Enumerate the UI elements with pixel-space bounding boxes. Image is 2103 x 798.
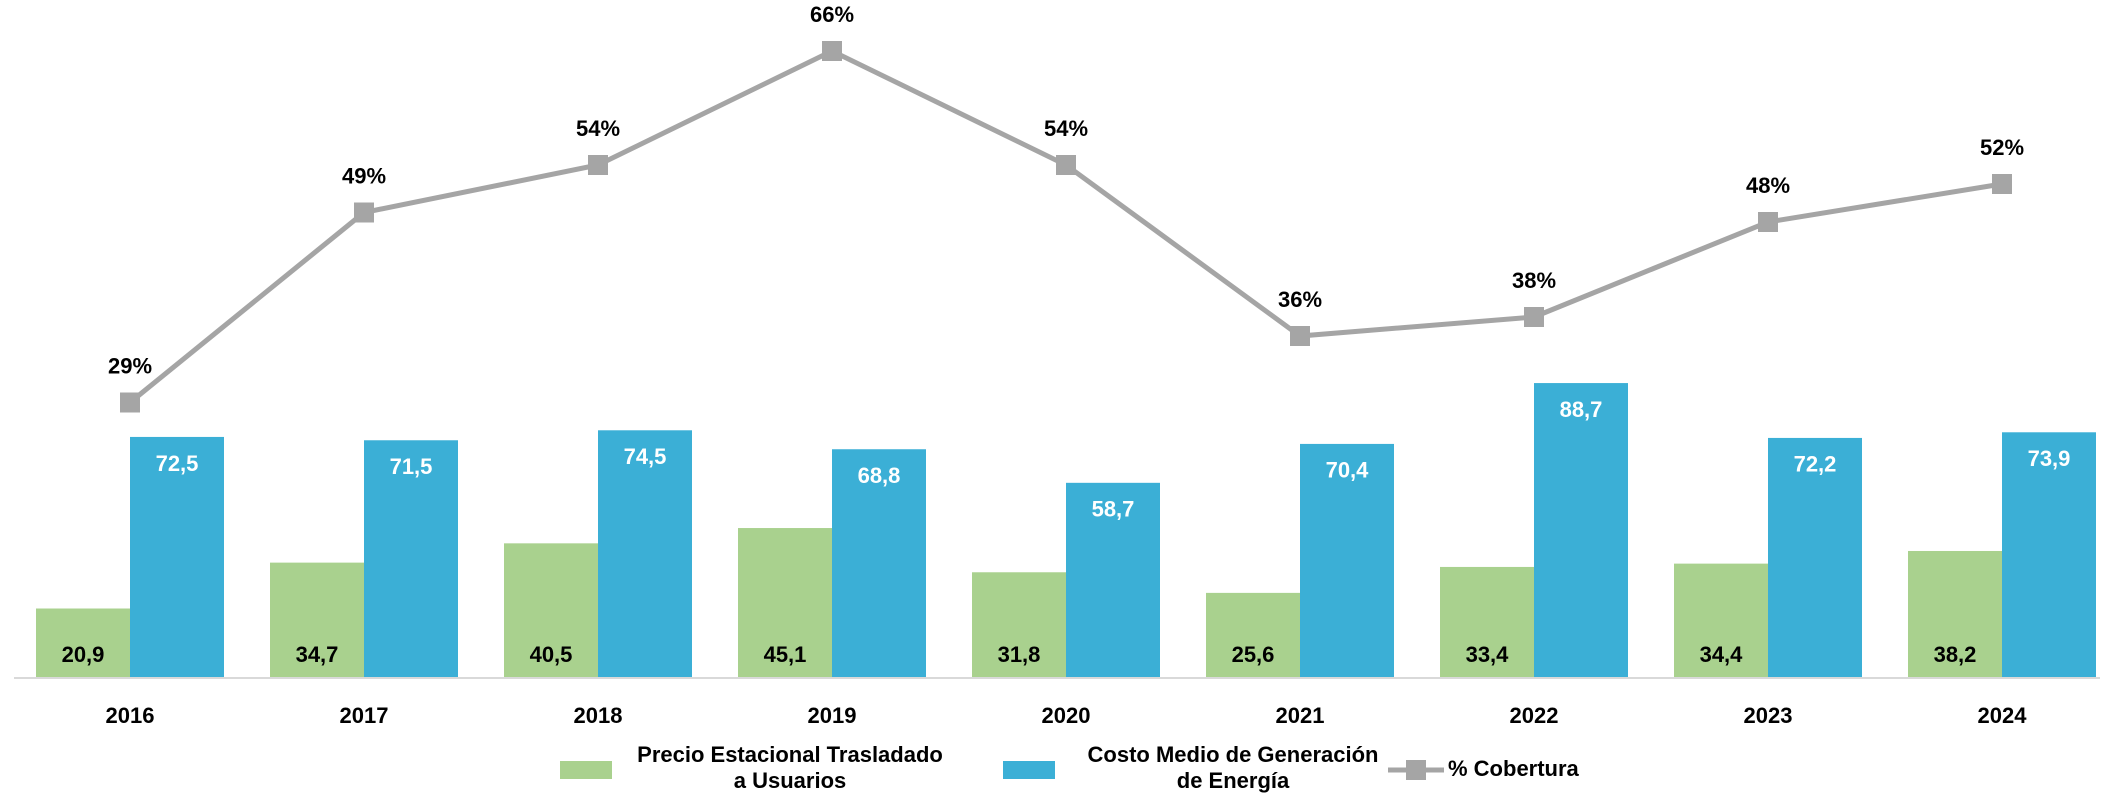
data-label: 52% (1980, 135, 2024, 160)
bar (1534, 383, 1628, 678)
data-label: 58,7 (1092, 497, 1135, 522)
data-label: 45,1 (764, 642, 807, 667)
data-label: 40,5 (530, 642, 573, 667)
data-label: 74,5 (624, 444, 667, 469)
x-tick-label: 2023 (1744, 703, 1793, 728)
marker (1758, 212, 1778, 232)
legend-item: Costo Medio de Generación de Energía (1003, 742, 1378, 793)
x-tick-label: 2019 (808, 703, 857, 728)
bar (1440, 566, 1534, 678)
data-label: 72,5 (156, 451, 199, 476)
data-label: 54% (576, 116, 620, 141)
data-label: 66% (810, 2, 854, 27)
data-label: 25,6 (1232, 642, 1275, 667)
line (128, 48, 2003, 405)
data-label: 31,8 (998, 642, 1041, 667)
bar (504, 543, 598, 678)
marker (1524, 307, 1544, 327)
data-label: 34,4 (1700, 642, 1744, 667)
bar (598, 430, 692, 678)
bar (36, 608, 130, 678)
bar (364, 440, 458, 678)
data-label: 29% (108, 353, 152, 378)
x-tick-label: 2022 (1510, 703, 1559, 728)
data-label: 73,9 (2028, 446, 2071, 471)
x-tick-label: 2020 (1042, 703, 1091, 728)
marker (1056, 155, 1076, 175)
legend-label: Costo Medio de Generación de Energía (1088, 742, 1379, 793)
bar (1066, 482, 1160, 678)
bar (1300, 443, 1394, 678)
marker (588, 155, 608, 175)
bar (270, 562, 364, 678)
bar (1206, 592, 1300, 678)
legend-swatch (1003, 761, 1055, 779)
data-label: 34,7 (296, 642, 339, 667)
data-label: 33,4 (1466, 642, 1510, 667)
legend-item: % Cobertura (1388, 756, 1580, 781)
data-label: 20,9 (62, 642, 105, 667)
bar (130, 436, 224, 678)
x-tick-label: 2016 (106, 703, 155, 728)
legend-swatch (1406, 760, 1426, 780)
x-tick-label: 2021 (1276, 703, 1325, 728)
x-tick-label: 2024 (1978, 703, 2028, 728)
data-label: 70,4 (1326, 458, 1370, 483)
bar (2002, 432, 2096, 678)
legend-item: Precio Estacional Trasladado a Usuarios (560, 742, 943, 793)
marker (354, 202, 374, 223)
x-tick-label: 2017 (340, 703, 389, 728)
marker (120, 392, 140, 413)
bar (832, 449, 926, 678)
legend-label: % Cobertura (1448, 756, 1580, 781)
marker (1992, 174, 2012, 194)
bar (1908, 550, 2002, 678)
data-label: 38% (1512, 268, 1556, 293)
data-label: 88,7 (1560, 397, 1603, 422)
marker (1290, 326, 1310, 346)
bar (1674, 563, 1768, 678)
data-label: 72,2 (1794, 452, 1837, 477)
bar (1768, 437, 1862, 678)
legend-swatch (560, 761, 612, 779)
x-tick-label: 2018 (574, 703, 623, 728)
bar (738, 528, 832, 678)
marker (822, 41, 842, 61)
data-label: 48% (1746, 173, 1790, 198)
data-label: 36% (1278, 287, 1322, 312)
data-label: 68,8 (858, 463, 901, 488)
data-label: 54% (1044, 116, 1088, 141)
bar (972, 572, 1066, 678)
legend-label: Precio Estacional Trasladado a Usuarios (637, 742, 943, 793)
data-label: 49% (342, 163, 386, 188)
data-label: 71,5 (390, 454, 433, 479)
data-label: 38,2 (1934, 642, 1977, 667)
